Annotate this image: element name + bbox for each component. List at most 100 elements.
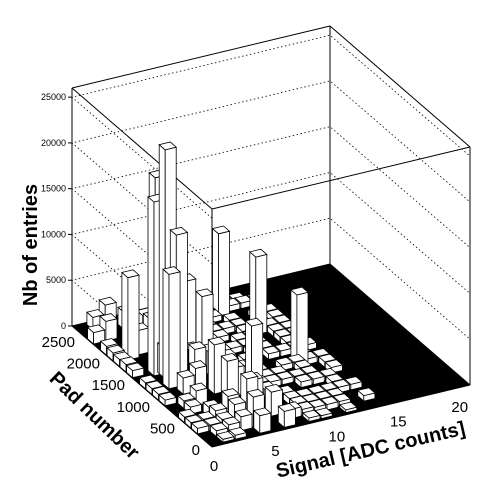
bar-face (105, 318, 118, 342)
bar-top (158, 391, 178, 401)
bar (277, 403, 297, 429)
z-tick-label: 25000 (41, 92, 66, 102)
bar-face (283, 408, 296, 428)
x-axis-title: Signal [ADC counts] (274, 418, 467, 483)
bar-top (99, 313, 118, 322)
peak-bar (121, 269, 140, 361)
y-tick-label: 500 (150, 420, 175, 437)
bar-top (318, 367, 338, 377)
bar-face (162, 268, 170, 390)
x-tick-labels: 0 5 10 15 20 (210, 399, 468, 475)
bar (324, 359, 344, 374)
bar-top (266, 322, 286, 332)
bar-top (294, 387, 314, 397)
bar-top (176, 369, 196, 379)
bar-top (234, 294, 253, 304)
bar-top (307, 384, 326, 394)
bar-top (195, 288, 214, 298)
peak-bar (244, 317, 264, 387)
bar-top (313, 390, 333, 400)
bar-top (252, 407, 272, 417)
bar-top (317, 353, 337, 363)
bar-top (99, 338, 119, 347)
bar-face (147, 195, 155, 377)
bar-top (338, 401, 358, 411)
bar-top (227, 396, 247, 406)
bar-top (311, 348, 331, 357)
bar-top (246, 388, 266, 398)
bar-top (332, 393, 352, 402)
bar-group (86, 141, 376, 444)
bar-top (145, 380, 165, 390)
y-tick-label: 2000 (67, 356, 100, 373)
bar (234, 294, 253, 310)
z-tick-labels: 0 5000 10000 15000 20000 25000 (41, 92, 72, 331)
bar-top (264, 383, 284, 393)
bar-top (169, 226, 189, 236)
bar-face (296, 291, 309, 365)
frame-edge (211, 146, 471, 210)
bar-top (274, 356, 294, 366)
bar-top (86, 324, 106, 334)
peak-bar (248, 248, 268, 336)
bar-top (211, 329, 230, 338)
bar-top (244, 317, 264, 327)
bar-top (272, 314, 292, 324)
bar-top (220, 352, 240, 362)
peak-bar (211, 225, 231, 318)
bar-top (190, 420, 210, 429)
bar-face (207, 338, 215, 395)
bar-top (119, 356, 139, 366)
bar-top (196, 411, 216, 420)
bar-top (325, 373, 344, 383)
bar-top (208, 402, 228, 412)
bar-top (209, 422, 229, 432)
bar-top (138, 374, 158, 384)
bar (338, 401, 358, 414)
bar (302, 409, 321, 423)
bar-top (125, 362, 145, 372)
bar-face (127, 274, 140, 361)
bar-top (277, 403, 297, 412)
bar-top (177, 392, 196, 402)
bar (320, 396, 339, 411)
bar-top (293, 359, 313, 369)
bar-top (261, 345, 281, 355)
y-tick-label: 2500 (42, 334, 75, 351)
bar (216, 431, 235, 444)
bar-top (319, 382, 339, 391)
bar-top (177, 408, 197, 418)
bar-top (203, 416, 222, 426)
front-edge (71, 325, 213, 448)
bar-top (320, 396, 339, 405)
x-tick-label: 0 (210, 458, 218, 475)
bar-top (239, 370, 259, 380)
z-tick-label: 20000 (41, 138, 66, 148)
frame-edge (71, 25, 331, 89)
bar-top (234, 408, 253, 418)
bar-top (268, 365, 288, 375)
bar-top (229, 331, 249, 341)
peak-bar (162, 266, 181, 390)
bar-face (121, 271, 129, 361)
bar-top (221, 416, 241, 426)
gridline (71, 126, 471, 311)
bar-top (187, 341, 207, 350)
bar-top (273, 328, 292, 338)
bar-top (216, 431, 235, 440)
bar-top (275, 371, 295, 380)
bar-top (162, 266, 181, 275)
y-tick-label: 0 (192, 442, 200, 459)
bar-top (331, 379, 351, 388)
bar-top (290, 286, 309, 296)
bar (294, 373, 313, 389)
bar-top (188, 360, 208, 369)
gridline (71, 172, 471, 356)
bar (356, 387, 376, 402)
frame-edge (71, 87, 213, 210)
bar-top (273, 342, 293, 352)
z-tick-label: 0 (61, 321, 66, 331)
